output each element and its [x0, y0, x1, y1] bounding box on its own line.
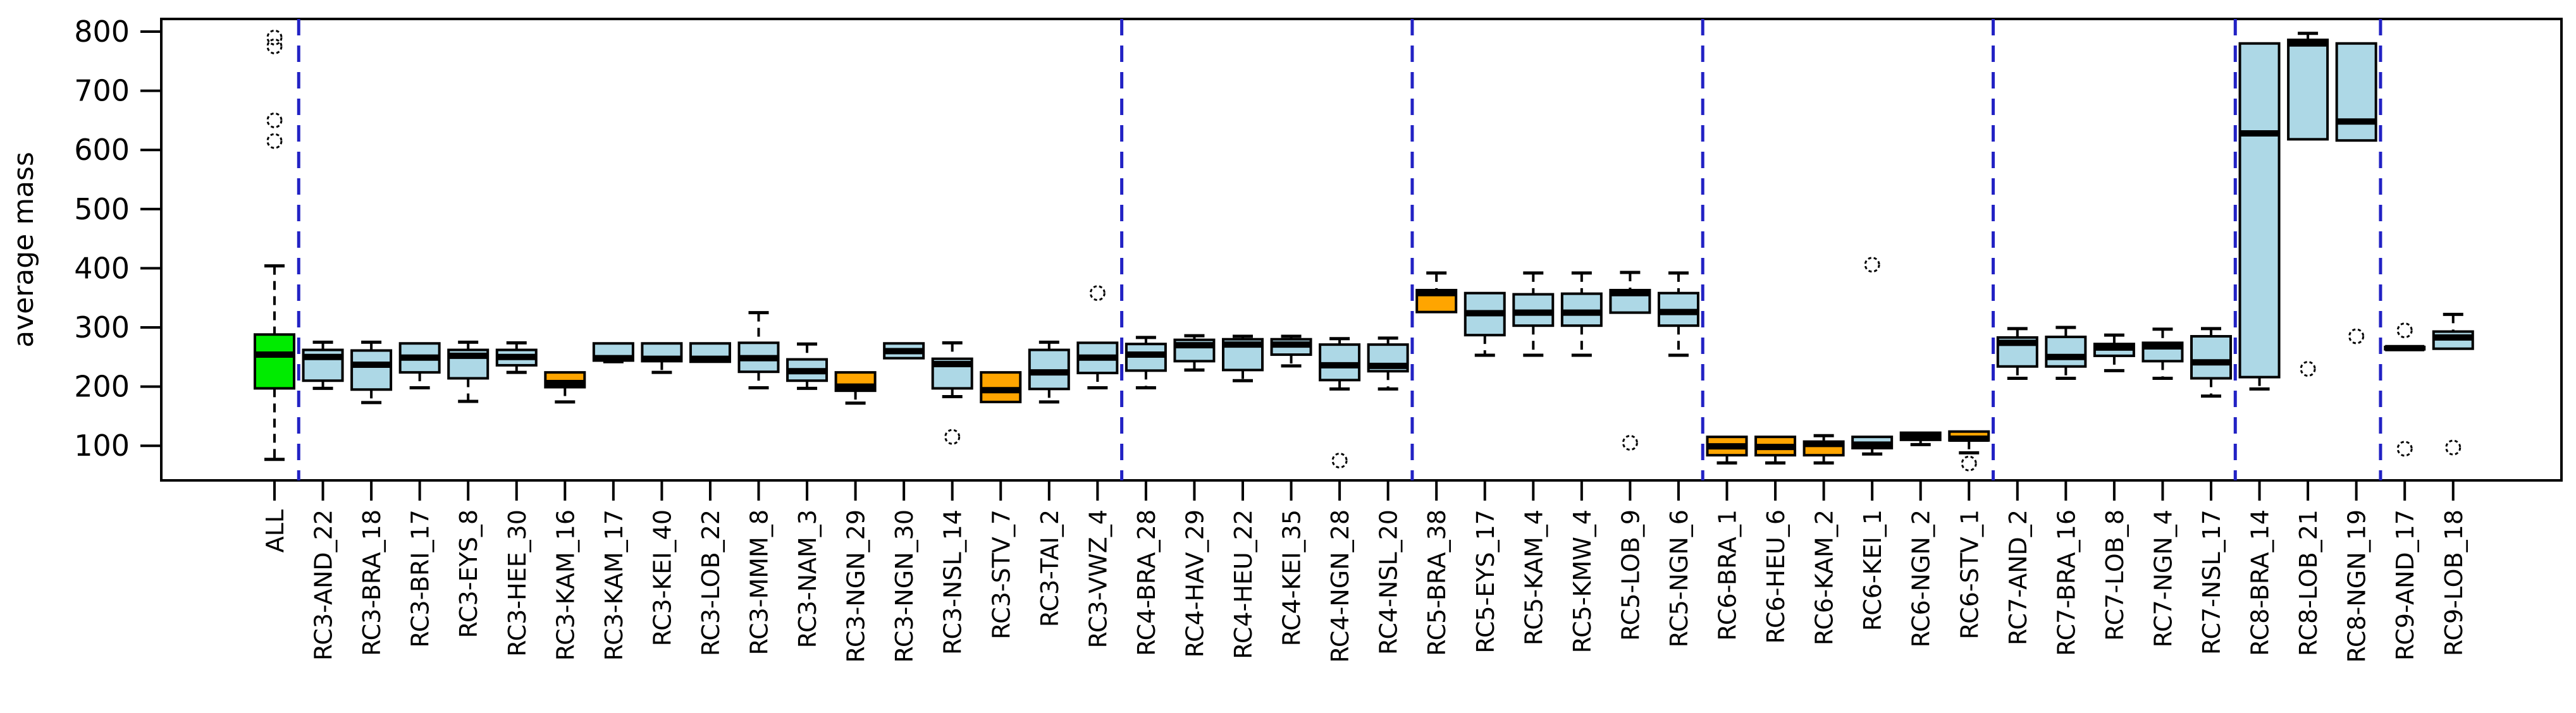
outlier-point [1961, 455, 1977, 472]
x-category-label: RC3-NSL_14 [939, 509, 967, 655]
x-category-label: RC3-HEE_30 [503, 509, 531, 657]
outlier-point [1622, 435, 1638, 451]
x-category-label: RC5-KMW_4 [1568, 509, 1596, 653]
outlier-point [266, 38, 283, 54]
box-iqr [2045, 335, 2087, 368]
x-category-label: RC7-BRA_16 [2052, 509, 2080, 656]
y-tick-label: 500 [74, 192, 130, 226]
x-category-label: RC3-TAI_2 [1036, 509, 1064, 627]
x-category-label: RC3-LOB_22 [697, 509, 725, 656]
x-category-label: RC3-VWZ_4 [1084, 509, 1112, 648]
outlier-point [266, 112, 283, 128]
box-iqr [2287, 39, 2329, 141]
x-category-label: RC5-NGN_6 [1665, 509, 1693, 647]
y-tick-label: 200 [74, 370, 130, 404]
x-category-label: RC7-LOB_8 [2101, 509, 2129, 641]
x-category-label: RC3-AND_22 [310, 509, 338, 661]
outlier-point [2396, 322, 2413, 339]
x-category-label: RC3-KAM_16 [552, 509, 579, 661]
x-category-label: RC6-HEU_6 [1762, 509, 1790, 644]
x-category-label: RC8-NGN_19 [2343, 509, 2371, 663]
y-tick-label: 700 [74, 74, 130, 108]
y-tick-label: 400 [74, 251, 130, 285]
outlier-point [266, 29, 283, 46]
x-category-label: RC3-STV_7 [987, 509, 1015, 639]
x-category-label: ALL [261, 509, 289, 552]
x-category-label: RC3-NAM_3 [794, 509, 822, 648]
x-category-label: RC4-KEI_35 [1278, 509, 1306, 646]
outlier-point [2348, 328, 2365, 344]
x-category-label: RC6-BRA_1 [1714, 509, 1742, 641]
x-category-label: RC7-AND_2 [2004, 509, 2032, 645]
outlier-point [2445, 439, 2462, 456]
x-category-label: RC4-NSL_20 [1375, 509, 1403, 655]
y-tick-label: 300 [74, 310, 130, 344]
outlier-point [1864, 257, 1880, 273]
x-category-label: RC6-KEI_1 [1859, 509, 1887, 631]
x-category-label: RC5-KAM_4 [1520, 509, 1548, 645]
x-category-label: RC8-BRA_14 [2246, 509, 2274, 656]
y-axis-title: average mass [8, 152, 40, 348]
x-category-label: RC6-STV_1 [1956, 509, 1983, 639]
x-category-label: RC4-HAV_29 [1181, 509, 1209, 657]
box-iqr [2238, 42, 2281, 379]
x-category-label: RC9-LOB_18 [2440, 509, 2468, 656]
x-category-label: RC3-KEI_40 [648, 509, 676, 646]
x-category-label: RC3-EYS_8 [455, 509, 483, 638]
x-category-label: RC3-BRA_18 [358, 509, 386, 656]
y-tick-label: 100 [74, 429, 130, 463]
box-iqr [254, 333, 295, 390]
x-category-label: RC5-BRA_38 [1423, 509, 1451, 656]
box-iqr [350, 349, 393, 391]
plot-border [160, 18, 2563, 482]
x-category-label: RC4-HEU_22 [1229, 509, 1257, 659]
x-category-label: RC3-BRI_17 [407, 509, 434, 648]
x-category-label: RC3-KAM_17 [600, 509, 628, 661]
box-iqr [2335, 42, 2377, 142]
x-category-label: RC5-EYS_17 [1472, 509, 1500, 654]
plot-area: 100 200 300 400 500 600 700 800 ALL RC3-AND_22 RC3… [74, 15, 2563, 663]
outlier-point [2300, 361, 2316, 377]
y-tick-label: 800 [74, 15, 130, 49]
x-category-label: RC4-NGN_28 [1326, 509, 1354, 663]
x-category-label: RC6-NGN_2 [1907, 509, 1935, 647]
x-category-label: RC3-NGN_30 [891, 509, 918, 663]
x-category-label: RC3-NGN_29 [842, 509, 870, 663]
outlier-point [2396, 441, 2413, 457]
x-category-label: RC6-KAM_2 [1811, 509, 1839, 645]
x-category-label: RC5-LOB_9 [1617, 509, 1644, 641]
outlier-point [944, 429, 961, 445]
y-tick-label: 600 [74, 133, 130, 167]
x-category-label: RC7-NSL_17 [2198, 509, 2226, 655]
box-iqr [2190, 335, 2232, 380]
x-category-label: RC8-LOB_21 [2295, 509, 2322, 656]
x-category-label: RC9-AND_17 [2391, 509, 2419, 661]
x-category-label: RC7-NGN_4 [2149, 509, 2177, 647]
outlier-point [266, 133, 283, 149]
x-category-label: RC3-MMM_8 [746, 509, 773, 655]
outlier-point [1089, 285, 1106, 302]
outlier-point [1331, 453, 1348, 469]
x-category-label: RC4-BRA_28 [1133, 509, 1161, 656]
